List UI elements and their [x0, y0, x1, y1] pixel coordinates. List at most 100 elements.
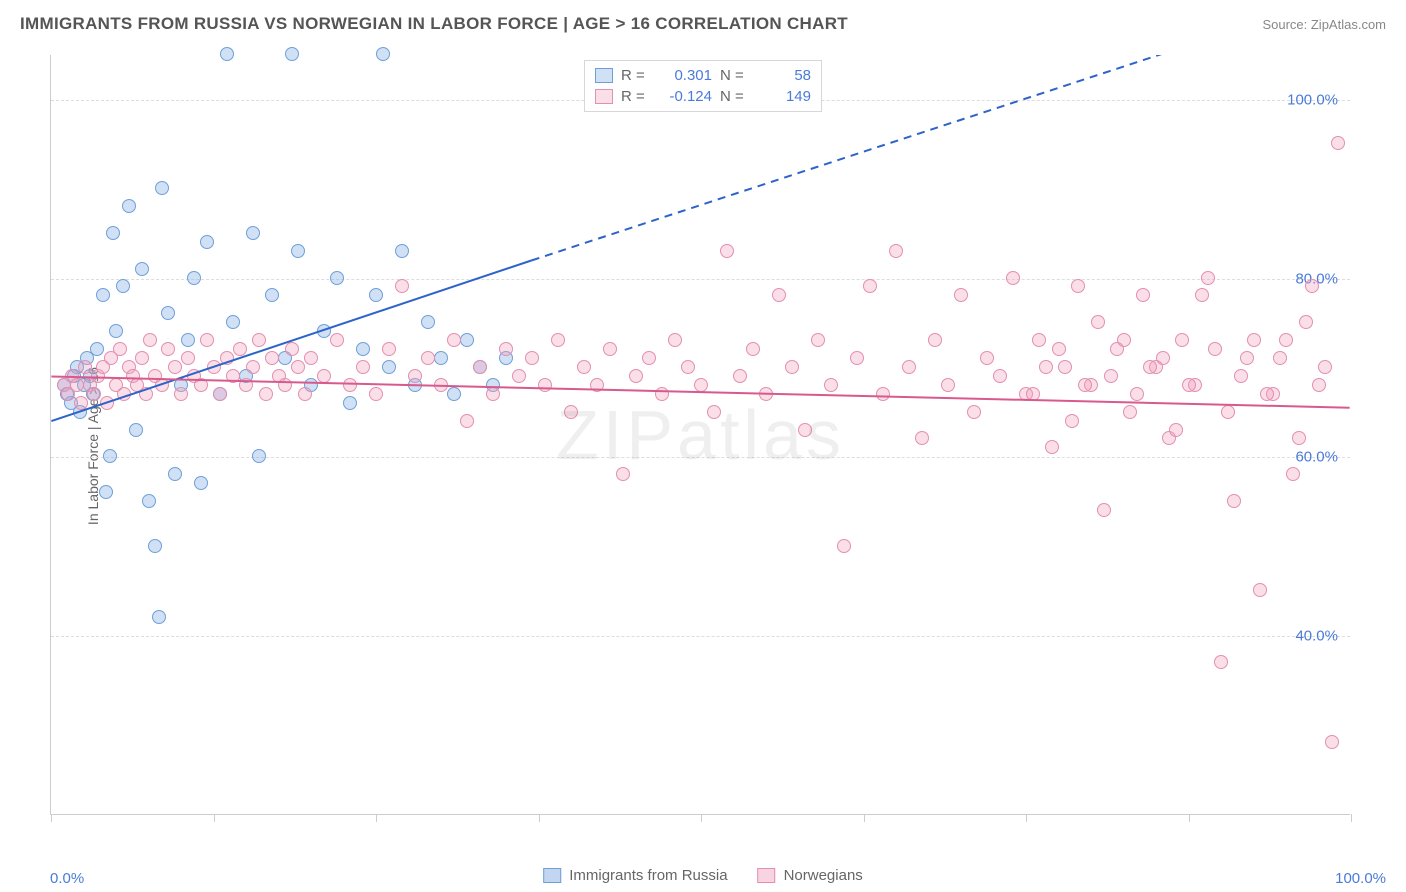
data-point: [99, 485, 113, 499]
y-tick-label: 100.0%: [1287, 91, 1338, 108]
data-point: [1273, 351, 1287, 365]
data-point: [161, 342, 175, 356]
data-point: [421, 315, 435, 329]
data-point: [434, 378, 448, 392]
data-point: [1299, 315, 1313, 329]
data-point: [135, 351, 149, 365]
data-point: [850, 351, 864, 365]
data-point: [382, 360, 396, 374]
data-point: [941, 378, 955, 392]
data-point: [1318, 360, 1332, 374]
data-point: [1006, 271, 1020, 285]
data-point: [590, 378, 604, 392]
data-point: [220, 351, 234, 365]
data-point: [369, 288, 383, 302]
legend-swatch: [758, 868, 776, 883]
data-point: [408, 369, 422, 383]
data-point: [577, 360, 591, 374]
data-point: [194, 476, 208, 490]
data-point: [1279, 333, 1293, 347]
data-point: [1045, 440, 1059, 454]
data-point: [265, 351, 279, 365]
regression-lines: [51, 55, 1350, 814]
series-legend: Immigrants from RussiaNorwegians: [543, 867, 863, 884]
data-point: [343, 378, 357, 392]
data-point: [876, 387, 890, 401]
x-tick: [51, 814, 52, 822]
data-point: [733, 369, 747, 383]
data-point: [1091, 315, 1105, 329]
y-tick-label: 60.0%: [1295, 449, 1338, 466]
x-tick: [1351, 814, 1352, 822]
data-point: [564, 405, 578, 419]
data-point: [246, 226, 260, 240]
data-point: [707, 405, 721, 419]
legend-n-value: 58: [756, 67, 811, 84]
data-point: [330, 333, 344, 347]
data-point: [1039, 360, 1053, 374]
data-point: [1097, 503, 1111, 517]
data-point: [1104, 369, 1118, 383]
data-point: [90, 342, 104, 356]
data-point: [200, 235, 214, 249]
y-tick-label: 40.0%: [1295, 628, 1338, 645]
data-point: [298, 387, 312, 401]
chart-header: IMMIGRANTS FROM RUSSIA VS NORWEGIAN IN L…: [0, 0, 1406, 48]
data-point: [837, 539, 851, 553]
data-point: [1325, 735, 1339, 749]
data-point: [265, 288, 279, 302]
data-point: [681, 360, 695, 374]
data-point: [226, 315, 240, 329]
data-point: [356, 360, 370, 374]
data-point: [1292, 431, 1306, 445]
legend-swatch: [595, 89, 613, 104]
data-point: [993, 369, 1007, 383]
data-point: [113, 342, 127, 356]
legend-n-value: 149: [756, 88, 811, 105]
data-point: [87, 387, 101, 401]
data-point: [1117, 333, 1131, 347]
data-point: [259, 387, 273, 401]
x-tick: [376, 814, 377, 822]
legend-n-label: N =: [720, 88, 748, 105]
data-point: [785, 360, 799, 374]
data-point: [1071, 279, 1085, 293]
x-tick: [701, 814, 702, 822]
data-point: [1227, 494, 1241, 508]
data-point: [152, 610, 166, 624]
data-point: [889, 244, 903, 258]
data-point: [252, 449, 266, 463]
x-axis-min-label: 0.0%: [50, 870, 84, 887]
gridline: [51, 279, 1350, 280]
data-point: [1058, 360, 1072, 374]
data-point: [1312, 378, 1326, 392]
gridline: [51, 636, 1350, 637]
x-tick: [214, 814, 215, 822]
data-point: [143, 333, 157, 347]
data-point: [122, 199, 136, 213]
data-point: [551, 333, 565, 347]
data-point: [538, 378, 552, 392]
data-point: [70, 378, 84, 392]
chart-source: Source: ZipAtlas.com: [1262, 17, 1386, 32]
x-tick: [539, 814, 540, 822]
legend-stat-row: R =0.301N =58: [595, 65, 811, 86]
data-point: [395, 279, 409, 293]
data-point: [343, 396, 357, 410]
data-point: [181, 333, 195, 347]
data-point: [233, 342, 247, 356]
data-point: [155, 378, 169, 392]
legend-label: Immigrants from Russia: [569, 867, 727, 884]
data-point: [967, 405, 981, 419]
data-point: [304, 351, 318, 365]
data-point: [330, 271, 344, 285]
data-point: [142, 494, 156, 508]
gridline: [51, 457, 1350, 458]
data-point: [155, 181, 169, 195]
data-point: [460, 333, 474, 347]
data-point: [629, 369, 643, 383]
data-point: [291, 244, 305, 258]
data-point: [798, 423, 812, 437]
x-tick: [1189, 814, 1190, 822]
data-point: [473, 360, 487, 374]
